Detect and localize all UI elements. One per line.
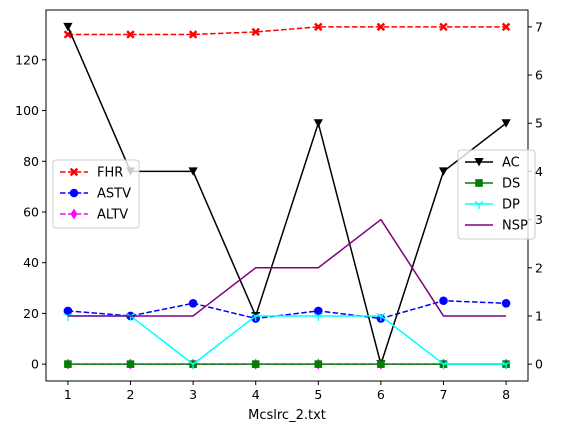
data-point-astv bbox=[63, 306, 73, 316]
data-point-fhr bbox=[251, 27, 260, 37]
y-right-tick-label: 6 bbox=[535, 68, 543, 83]
data-point-astv bbox=[188, 298, 198, 308]
y-left-tick-label: 0 bbox=[31, 357, 39, 372]
data-point-fhr bbox=[501, 22, 511, 32]
data-point-dp bbox=[313, 312, 323, 321]
legends: FHR ASTV ALTV AC DS DP NSP bbox=[52, 149, 536, 240]
legend-label-astv: ASTV bbox=[97, 187, 131, 202]
legend-marker-astv bbox=[69, 188, 79, 198]
y-right-tick-label: 3 bbox=[535, 212, 543, 227]
x-tick-label: 8 bbox=[502, 387, 510, 402]
legend-marker-altv bbox=[70, 208, 78, 220]
data-point-fhr bbox=[188, 30, 198, 39]
x-tick-label: 3 bbox=[189, 387, 197, 402]
x-tick-label: 6 bbox=[377, 387, 385, 402]
data-point-dp bbox=[188, 361, 198, 370]
data-point-ac bbox=[501, 119, 511, 128]
y-left-tick-label: 80 bbox=[23, 154, 39, 169]
data-point-fhr bbox=[376, 22, 386, 32]
data-point-astv bbox=[439, 296, 448, 306]
data-point-fhr bbox=[314, 22, 323, 32]
data-point-ds bbox=[377, 360, 385, 368]
y-right-tick-label: 0 bbox=[535, 357, 543, 372]
data-point-dp bbox=[501, 361, 511, 370]
data-point-ac bbox=[438, 167, 449, 176]
data-point-fhr bbox=[439, 22, 448, 32]
legend-label-ds: DS bbox=[502, 177, 520, 192]
data-point-ac bbox=[188, 167, 198, 176]
data-point-dp bbox=[438, 361, 449, 370]
y-left-tick-label: 100 bbox=[15, 103, 39, 118]
data-point-fhr bbox=[126, 30, 135, 39]
y-left-tick-label: 60 bbox=[23, 204, 39, 219]
y-right-tick-label: 5 bbox=[535, 116, 543, 131]
data-point-astv bbox=[313, 306, 323, 316]
data-point-dp bbox=[251, 312, 261, 321]
x-tick-label: 1 bbox=[64, 387, 72, 402]
data-point-ds bbox=[126, 360, 135, 368]
legend-label-fhr: FHR bbox=[97, 166, 123, 181]
y-left-tick-label: 20 bbox=[23, 306, 39, 321]
series-line-ac bbox=[67, 26, 507, 365]
data-point-ac bbox=[313, 119, 323, 128]
x-tick-label: 5 bbox=[314, 387, 322, 402]
series-line-nsp bbox=[67, 218, 507, 317]
x-tick-label: 7 bbox=[440, 387, 448, 402]
legend-marker-ds bbox=[475, 179, 483, 187]
data-point-dp bbox=[376, 312, 386, 321]
legend-label-dp: DP bbox=[502, 198, 520, 213]
legend-marker-dp bbox=[474, 200, 484, 209]
legend-right-axis: AC DS DP NSP bbox=[457, 149, 536, 240]
x-axis: 1 2 3 4 5 6 7 8 bbox=[64, 381, 510, 402]
data-point-ds bbox=[314, 360, 323, 368]
y-left-tick-label: 40 bbox=[23, 255, 39, 270]
data-point-ds bbox=[64, 360, 72, 368]
data-point-ds bbox=[251, 360, 260, 368]
x-axis-title: Mcslrc_2.txt bbox=[248, 408, 326, 423]
y-axis-right: 0 1 2 3 4 5 6 7 bbox=[528, 19, 543, 372]
series-line-astv bbox=[67, 299, 507, 320]
x-tick-label: 4 bbox=[252, 387, 260, 402]
legend-label-ac: AC bbox=[502, 156, 520, 171]
y-left-tick-label: 120 bbox=[15, 52, 39, 67]
data-point-ac bbox=[63, 22, 73, 32]
legend-left-axis: FHR ASTV ALTV bbox=[52, 159, 140, 229]
x-tick-label: 2 bbox=[127, 387, 135, 402]
y-axis-left: 0 20 40 60 80 100 120 bbox=[15, 52, 46, 372]
y-right-tick-label: 2 bbox=[535, 260, 543, 275]
legend-marker-ac bbox=[474, 158, 484, 167]
y-right-tick-label: 1 bbox=[535, 308, 543, 323]
y-right-tick-label: 4 bbox=[535, 164, 543, 179]
legend-marker-fhr bbox=[69, 167, 79, 177]
legend-label-altv: ALTV bbox=[97, 208, 128, 223]
plot-marks bbox=[63, 22, 511, 370]
data-point-astv bbox=[501, 298, 511, 308]
legend-label-nsp: NSP bbox=[502, 219, 528, 234]
y-right-tick-label: 7 bbox=[535, 19, 543, 34]
series-line-dp bbox=[67, 315, 507, 365]
legend-frame bbox=[457, 149, 536, 240]
series-line-fhr bbox=[67, 26, 507, 36]
